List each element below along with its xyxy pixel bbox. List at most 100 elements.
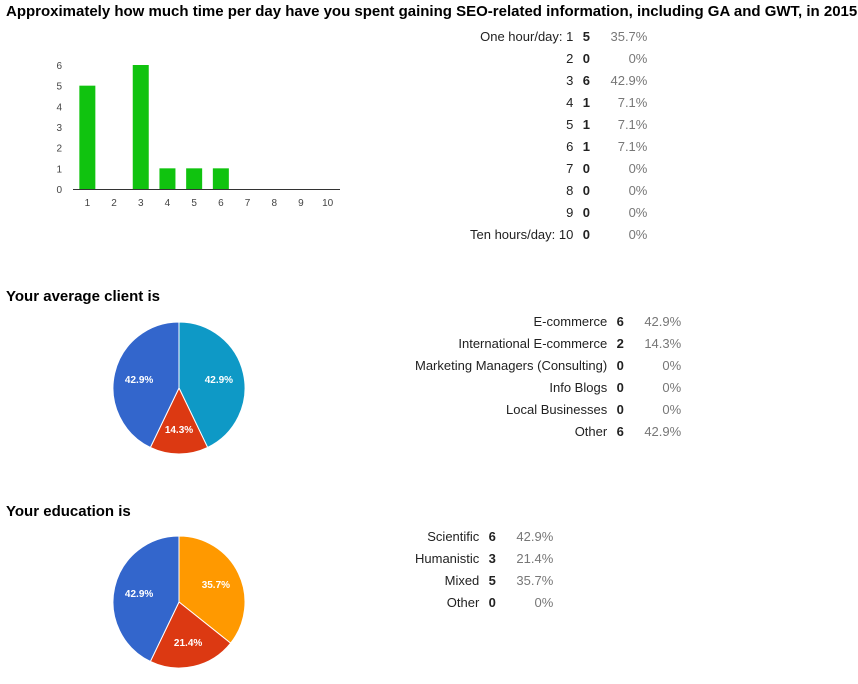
x-tick-label: 4 [165,198,171,209]
x-tick-label: 1 [85,198,91,209]
x-tick-label: 2 [111,198,117,209]
question-2-title: Your average client is [6,288,160,305]
summary-row: Other 0 0% [415,592,554,614]
summary-count: 2 [616,336,624,351]
summary-row: Marketing Managers (Consulting) 0 0% [415,355,681,377]
summary-percent: 7.1% [617,117,648,132]
y-tick-label: 5 [56,82,62,93]
summary-percent: 7.1% [617,139,648,154]
pie-slice-label: 42.9% [125,375,153,386]
client-type-pie-chart: 42.9% 14.3% 42.9% [112,321,246,455]
time-per-day-summary-table: One hour/day: 1 5 35.7% 2 0 0% 3 6 42.9% 4 1 7.1% 5 1… [470,26,647,246]
summary-percent: 0% [628,161,648,176]
summary-label: 7 [566,161,574,176]
summary-row: One hour/day: 1 5 35.7% [470,26,647,48]
bar [212,168,229,189]
summary-label: International E-commerce [458,336,608,351]
summary-label: 3 [566,73,574,88]
summary-label: E-commerce [533,314,608,329]
summary-count: 6 [488,529,496,544]
summary-count: 1 [582,117,590,132]
summary-count: 3 [488,551,496,566]
summary-label: Marketing Managers (Consulting) [415,358,608,373]
summary-label: 6 [566,139,574,154]
y-tick-label: 0 [56,185,62,196]
pie-slice [112,321,180,449]
summary-percent: 7.1% [617,95,648,110]
bar [186,168,203,189]
summary-label: 9 [566,205,574,220]
bar [79,85,96,189]
summary-row: Info Blogs 0 0% [415,377,681,399]
summary-label: 2 [566,51,574,66]
x-tick-label: 3 [138,198,144,209]
pie-slice [149,386,209,455]
summary-percent: 0% [628,227,648,242]
summary-count: 6 [616,424,624,439]
x-tick-label: 8 [271,198,277,209]
summary-count: 1 [582,139,590,154]
summary-count: 0 [616,380,624,395]
summary-row: 6 1 7.1% [470,136,647,158]
summary-label: 5 [566,117,574,132]
bar [159,168,176,189]
summary-count: 6 [616,314,624,329]
pie-slice [178,321,246,449]
summary-count: 1 [582,95,590,110]
summary-label: Other [574,424,608,439]
pie-slice-label: 21.4% [174,638,202,649]
summary-percent: 0% [662,402,682,417]
summary-label: Mixed [444,573,480,588]
summary-row: Local Businesses 0 0% [415,399,681,421]
y-tick-label: 3 [56,123,62,134]
summary-percent: 42.9% [516,529,554,544]
summary-percent: 0% [662,380,682,395]
pie-slice-label: 42.9% [205,375,233,386]
pie-slice-label: 42.9% [125,589,153,600]
x-tick-label: 7 [245,198,251,209]
summary-percent: 14.3% [644,336,682,351]
summary-percent: 35.7% [610,29,648,44]
pie-slice [149,601,232,669]
summary-percent: 0% [628,51,648,66]
pie-slice [178,535,246,644]
summary-row: 7 0 0% [470,158,647,180]
summary-label: Info Blogs [549,380,608,395]
summary-count: 0 [616,402,624,417]
summary-row: Humanistic 3 21.4% [415,548,553,570]
summary-row: E-commerce 6 42.9% [415,311,682,333]
summary-row: 4 1 7.1% [470,92,647,114]
summary-count: 0 [582,205,590,220]
client-type-summary-table: E-commerce 6 42.9% International E-commerce… [415,311,681,443]
summary-row: International E-commerce 2 14.3% [415,333,681,355]
time-per-day-bar-chart: 0 1 2 3 4 5 6 1 2 3 4 5 6 7 8 9 10 [56,61,340,209]
summary-percent: 21.4% [516,551,554,566]
summary-row: 2 0 0% [470,48,647,70]
summary-count: 5 [582,29,590,44]
summary-label: One hour/day: 1 [480,29,574,44]
summary-count: 6 [582,73,590,88]
summary-percent: 0% [534,595,554,610]
bar [132,65,149,189]
summary-row: Ten hours/day: 10 0 0% [470,224,647,246]
summary-count: 0 [488,595,496,610]
education-pie-chart: 35.7% 21.4% 42.9% [112,535,246,669]
summary-row: Other 6 42.9% [415,421,682,443]
x-tick-label: 9 [298,198,304,209]
education-summary-table: Scientific 6 42.9% Humanistic 3 21.4% Mixed 5 35… [415,526,553,614]
x-tick-label: 6 [218,198,224,209]
summary-row: Scientific 6 42.9% [415,526,553,548]
summary-row: 8 0 0% [470,180,647,202]
summary-row: 9 0 0% [470,202,647,224]
summary-count: 0 [582,51,590,66]
summary-label: 8 [566,183,574,198]
summary-label: Scientific [427,529,480,544]
summary-percent: 42.9% [610,73,648,88]
pie-slice [112,535,180,663]
summary-percent: 0% [628,183,648,198]
pie-slice-label: 35.7% [202,580,230,591]
summary-percent: 0% [662,358,682,373]
x-tick-label: 10 [322,198,334,209]
question-1-title: Approximately how much time per day have… [6,3,858,20]
y-tick-label: 1 [56,164,62,175]
